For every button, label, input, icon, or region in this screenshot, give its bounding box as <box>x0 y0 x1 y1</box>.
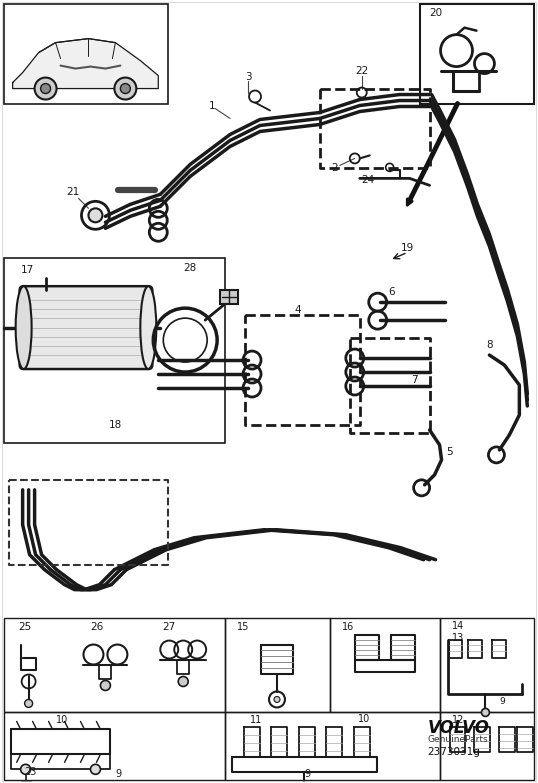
Text: 19: 19 <box>401 244 414 253</box>
Bar <box>330 618 440 713</box>
Polygon shape <box>13 38 158 88</box>
Circle shape <box>121 84 130 93</box>
Text: 9: 9 <box>305 770 311 779</box>
Text: 10: 10 <box>358 714 370 724</box>
Text: 2: 2 <box>331 164 338 173</box>
Circle shape <box>40 84 51 93</box>
Circle shape <box>25 699 33 707</box>
Bar <box>220 290 238 304</box>
Text: 1: 1 <box>209 100 215 110</box>
FancyBboxPatch shape <box>20 287 152 369</box>
Circle shape <box>88 208 102 222</box>
Text: 14: 14 <box>451 621 464 630</box>
Text: 15: 15 <box>237 622 250 632</box>
Text: 13: 13 <box>451 633 464 643</box>
Text: GenuineParts: GenuineParts <box>428 735 488 745</box>
Circle shape <box>178 677 188 687</box>
Text: 26: 26 <box>90 622 104 632</box>
Text: 16: 16 <box>342 622 354 632</box>
Circle shape <box>115 78 136 99</box>
Text: 21: 21 <box>66 187 79 197</box>
Bar <box>420 4 534 103</box>
Bar <box>4 713 225 781</box>
Bar <box>4 618 225 713</box>
Text: 20: 20 <box>429 8 443 18</box>
Circle shape <box>34 78 56 99</box>
Bar <box>440 618 534 713</box>
Text: 6: 6 <box>388 287 395 298</box>
Text: VOLVO: VOLVO <box>428 720 490 738</box>
Text: 28: 28 <box>183 263 196 273</box>
Bar <box>4 258 225 443</box>
Text: 5: 5 <box>446 447 453 457</box>
Circle shape <box>101 680 110 691</box>
Text: 3: 3 <box>245 71 251 81</box>
Text: 17: 17 <box>20 265 34 275</box>
Text: 4: 4 <box>295 305 301 315</box>
Text: 25: 25 <box>19 622 32 632</box>
Text: 22: 22 <box>355 66 369 76</box>
Text: 9: 9 <box>499 697 505 706</box>
Ellipse shape <box>16 287 32 369</box>
Circle shape <box>274 696 280 702</box>
Circle shape <box>20 764 31 774</box>
Text: 8: 8 <box>486 340 493 350</box>
Text: 10: 10 <box>55 716 68 725</box>
Text: 23: 23 <box>24 767 37 778</box>
Circle shape <box>482 709 490 716</box>
Ellipse shape <box>140 287 157 369</box>
Circle shape <box>90 764 101 774</box>
Bar <box>440 713 534 781</box>
Text: 27: 27 <box>162 622 175 632</box>
Bar <box>4 4 168 103</box>
Text: 11: 11 <box>250 716 263 725</box>
Text: 18: 18 <box>109 420 122 430</box>
Bar <box>225 618 330 713</box>
Bar <box>225 713 440 781</box>
Text: 7: 7 <box>412 375 418 385</box>
Text: 9: 9 <box>115 770 122 779</box>
Text: 12: 12 <box>451 716 464 725</box>
Text: 2373031g: 2373031g <box>428 747 480 757</box>
Text: 24: 24 <box>361 175 374 186</box>
